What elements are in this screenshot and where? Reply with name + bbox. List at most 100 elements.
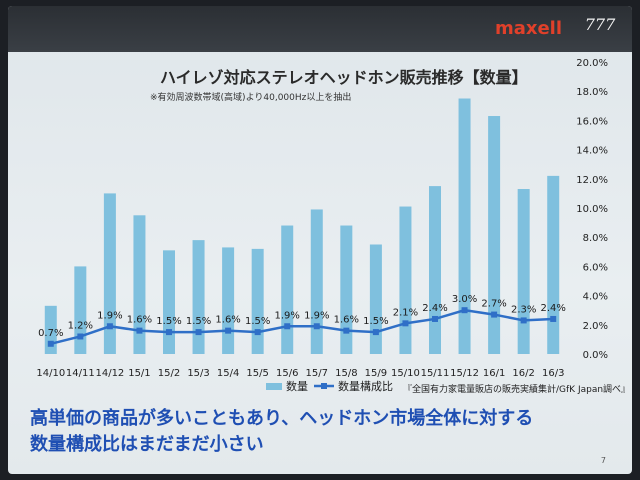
bar-15/1 [133, 215, 146, 354]
x-tick-label: 15/3 [187, 368, 209, 379]
series-logo-icon: 777 [584, 15, 616, 34]
bar-16/1 [488, 116, 501, 355]
data-label-15/12: 3.0% [452, 294, 477, 305]
legend-swatch-bar [266, 383, 282, 390]
data-label-15/6: 1.9% [275, 310, 300, 321]
line-point-16/1 [491, 311, 498, 318]
chart-title: ハイレゾ対応ステレオヘッドホン販売推移【数量】 [160, 68, 528, 87]
line-point-15/10 [402, 320, 409, 327]
bar-16/3 [547, 175, 560, 354]
series-line [50, 308, 554, 345]
line-point-16/3 [550, 315, 557, 322]
data-label-15/8: 1.6% [334, 315, 359, 326]
x-tick-label: 15/9 [365, 368, 387, 379]
line-point-14/12 [106, 323, 113, 330]
bar-15/6 [281, 225, 294, 354]
data-label-15/7: 1.9% [304, 310, 329, 321]
bar-15/7 [310, 209, 323, 354]
x-tick-label: 15/2 [158, 368, 180, 379]
chart: ハイレゾ対応ステレオヘッドホン販売推移【数量】 ※有効周波数帯域(高域)より40… [8, 6, 632, 474]
line-point-14/10 [47, 340, 54, 347]
slide: maxell 777 ハイレゾ対応ステレオヘッドホン販売推移【数量】 ※有効周波… [8, 6, 632, 474]
y-tick-label: 8.0% [583, 233, 608, 244]
bar-16/2 [517, 189, 530, 354]
line-point-15/1 [136, 327, 143, 334]
data-label-15/2: 1.5% [156, 316, 181, 327]
y-tick-label: 0.0% [583, 350, 608, 361]
y-tick-label: 18.0% [576, 87, 608, 98]
bar-15/12 [458, 98, 471, 354]
page-number: 7 [600, 456, 606, 465]
bar-15/5 [251, 248, 264, 354]
caption-line-1: 高単価の商品が多いこともあり、ヘッドホン市場全体に対する [30, 408, 534, 429]
line-point-15/4 [225, 327, 232, 334]
data-label-15/3: 1.5% [186, 316, 211, 327]
x-tick-label: 15/11 [421, 368, 450, 379]
data-label-15/5: 1.5% [245, 316, 270, 327]
line-point-15/7 [313, 323, 320, 330]
data-label-14/10: 0.7% [38, 328, 63, 339]
data-label-15/9: 1.5% [363, 316, 388, 327]
source-note: 『全国有力家電量販店の販売実績集計/GfK Japan調べ』 [403, 385, 631, 395]
line-point-15/6 [284, 323, 291, 330]
data-label-15/1: 1.6% [127, 315, 152, 326]
data-label-15/4: 1.6% [215, 315, 240, 326]
legend-label-line: 数量構成比 [338, 380, 393, 393]
x-tick-label: 15/8 [335, 368, 357, 379]
data-label-16/3: 2.4% [541, 303, 566, 314]
legend-label-bar: 数量 [286, 380, 308, 393]
data-label-14/12: 1.9% [97, 310, 122, 321]
x-tick-label: 15/5 [246, 368, 268, 379]
data-label-16/1: 2.7% [481, 299, 506, 310]
brand-logo: maxell [494, 18, 562, 39]
y-tick-label: 2.0% [583, 321, 608, 332]
bar-15/8 [340, 225, 353, 354]
bar-14/11 [74, 266, 87, 354]
line-point-15/5 [254, 329, 261, 336]
chart-canvas: 0.7% 1.2% 1.9% 1.6% 1.5% 1.5% 1.6% 1.5% 1.9% 1.9%… [36, 58, 608, 393]
x-tick-label: 14/12 [95, 368, 124, 379]
data-label-14/11: 1.2% [68, 320, 93, 331]
data-label-15/11: 2.4% [422, 303, 447, 314]
x-tick-label: 14/10 [36, 368, 65, 379]
line-point-15/8 [343, 327, 350, 334]
caption-line-2: 数量構成比はまだまだ小さい [30, 434, 264, 455]
line-point-15/11 [432, 315, 438, 322]
x-tick-label: 15/1 [128, 368, 150, 379]
y-tick-label: 4.0% [583, 292, 608, 303]
line-point-15/3 [195, 329, 202, 336]
line-point-14/11 [77, 333, 84, 340]
data-label-15/10: 2.1% [393, 307, 418, 318]
bar-14/12 [103, 193, 116, 354]
y-tick-label: 14.0% [576, 146, 608, 157]
x-tick-label: 15/10 [391, 368, 420, 379]
x-tick-label: 15/6 [276, 368, 298, 379]
bar-15/4 [222, 247, 235, 354]
x-tick-label: 16/3 [542, 368, 564, 379]
bar-15/2 [163, 250, 175, 354]
bar-15/10 [399, 206, 412, 354]
x-tick-label: 16/1 [483, 368, 505, 379]
bar-15/11 [429, 186, 441, 354]
line-point-16/2 [520, 317, 527, 324]
slide-caption: 高単価の商品が多いこともあり、ヘッドホン市場全体に対する 数量構成比はまだまだ小… [30, 406, 610, 458]
bar-15/9 [369, 244, 382, 354]
x-tick-label: 15/12 [450, 368, 479, 379]
chart-subtitle: ※有効周波数帯域(高域)より40,000Hz以上を抽出 [150, 93, 352, 103]
data-label-16/2: 2.3% [511, 304, 536, 315]
legend-marker-line [321, 383, 327, 389]
line-point-15/12 [461, 307, 468, 314]
y-tick-label: 20.0% [576, 58, 608, 69]
x-tick-label: 14/11 [66, 368, 95, 379]
x-tick-label: 15/7 [306, 368, 328, 379]
line-point-15/2 [166, 329, 172, 336]
x-tick-label: 16/2 [512, 368, 534, 379]
y-tick-label: 12.0% [576, 175, 608, 186]
y-tick-label: 10.0% [576, 204, 608, 215]
line-point-15/9 [372, 329, 379, 336]
slide-header-bar: maxell 777 [8, 6, 632, 52]
y-tick-label: 6.0% [583, 262, 608, 273]
bar-15/3 [192, 240, 205, 354]
x-tick-label: 15/4 [217, 368, 239, 379]
y-tick-label: 16.0% [576, 116, 608, 127]
